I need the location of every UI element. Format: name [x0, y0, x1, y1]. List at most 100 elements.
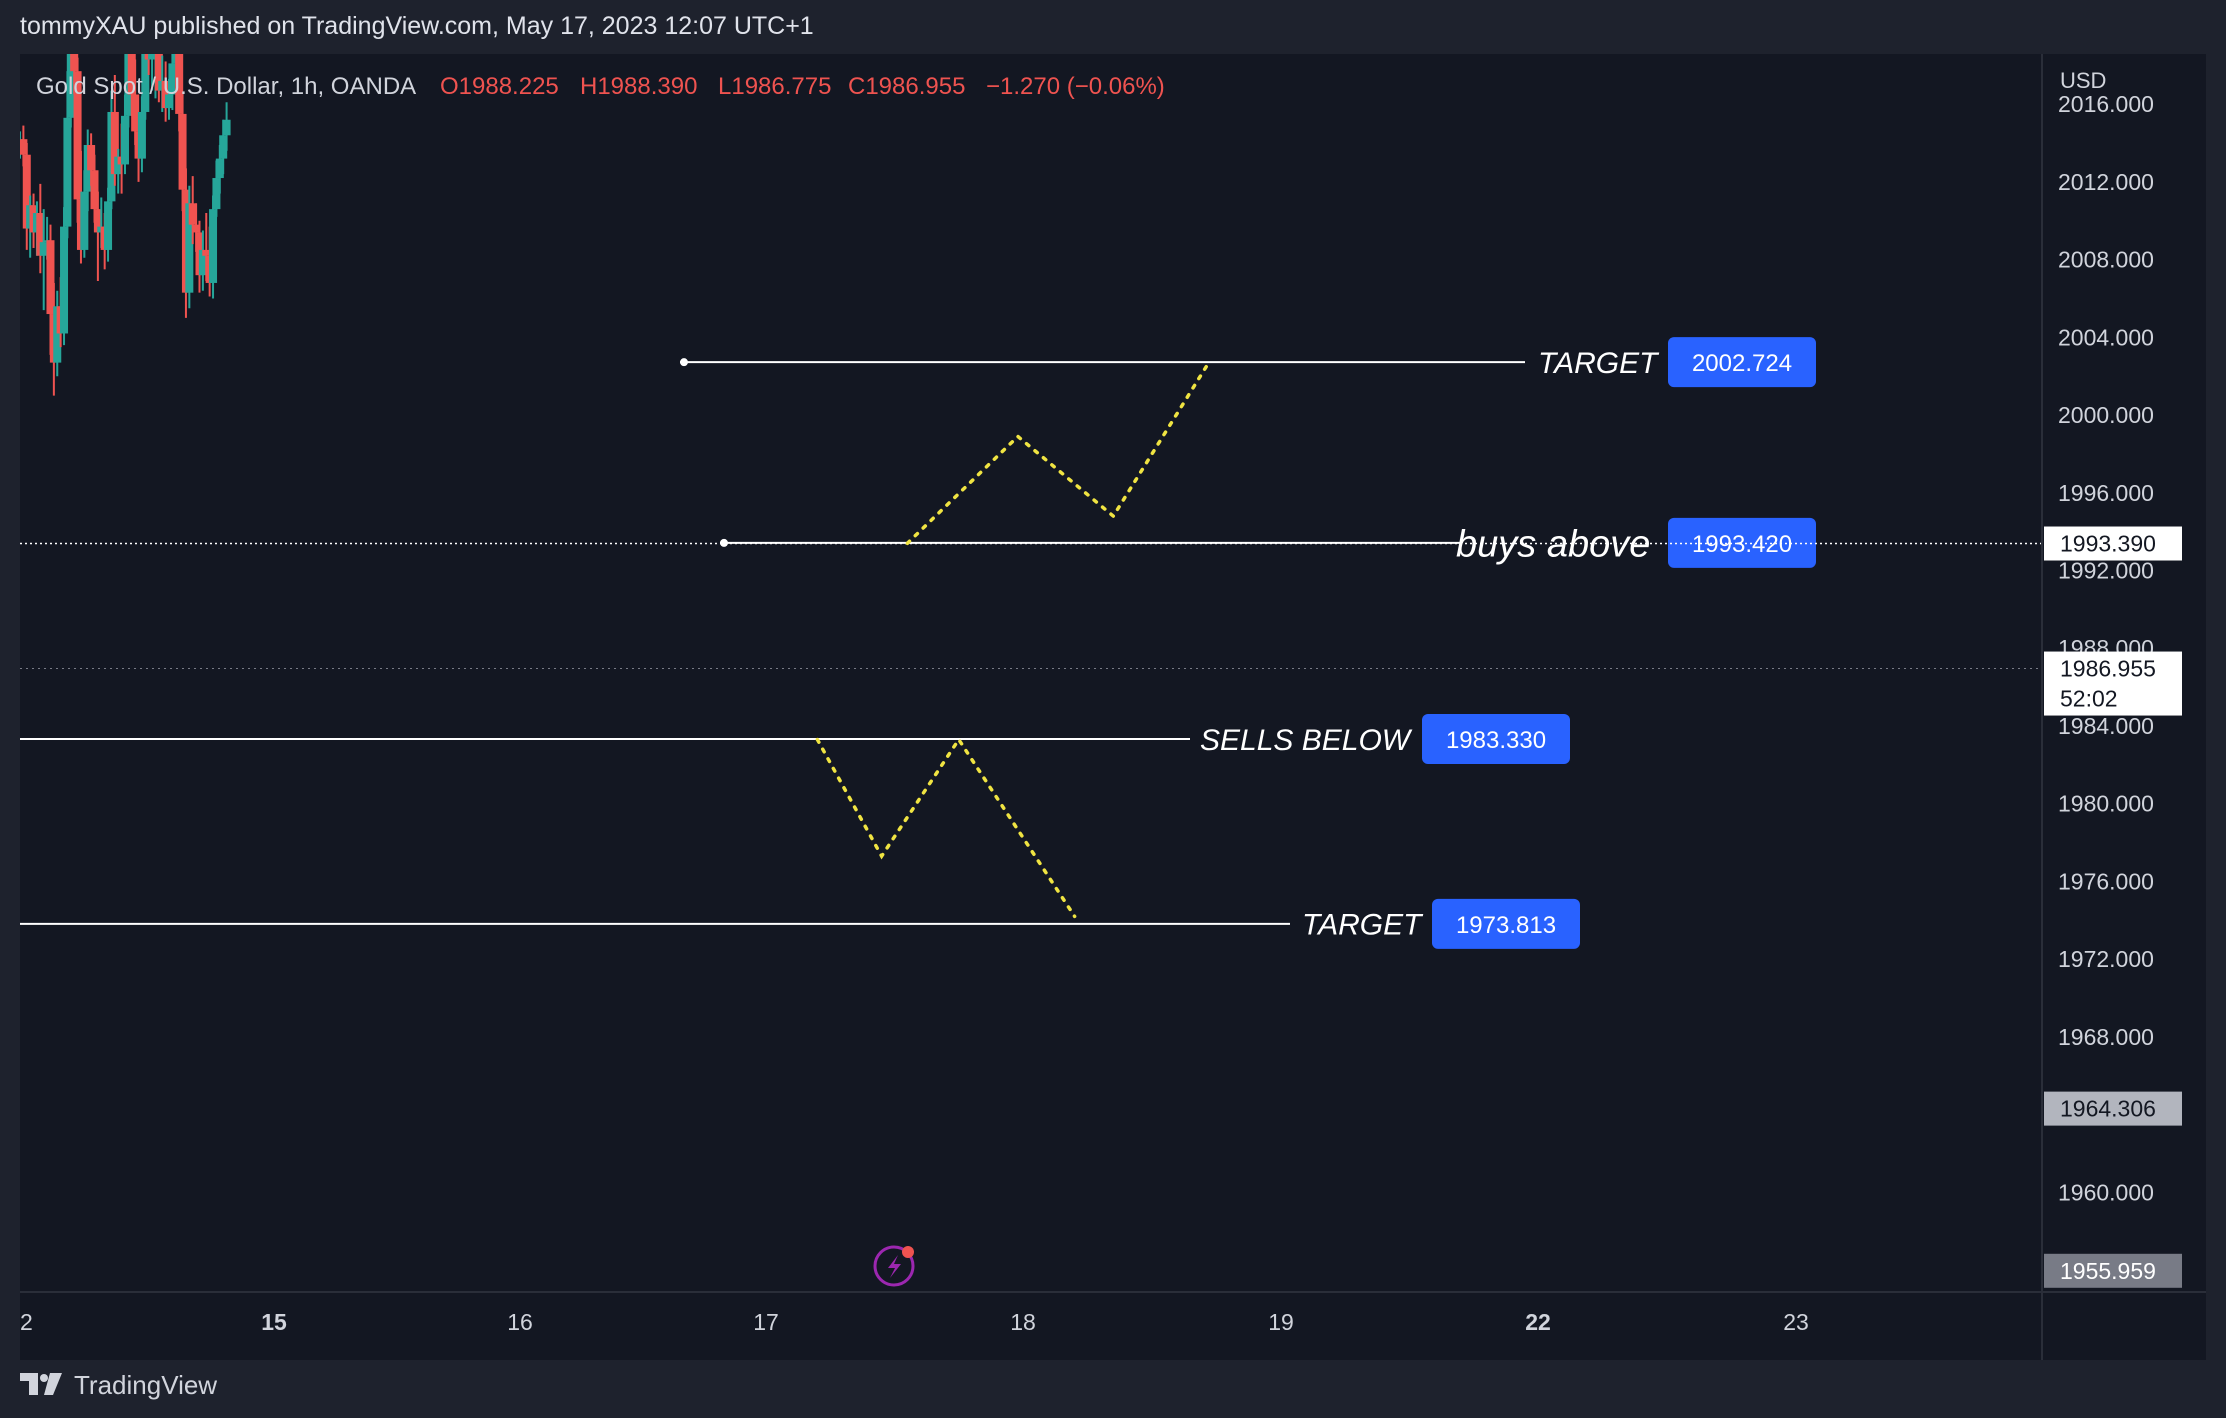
y-tick-label: 1992.000 [2058, 558, 2154, 584]
level-label: SELLS BELOW [1200, 724, 1413, 757]
candle-body [215, 158, 224, 179]
ohlc-change: −1.270 (−0.06%) [986, 73, 1165, 100]
candle-body [19, 139, 28, 155]
y-axis-layer: 2016.000 2012.000 2008.000 2004.000 2000.000… [2058, 91, 2154, 1205]
levels-layer: TARGET 2002.724 buys above 1993.420 SELLS BE… [20, 337, 2042, 949]
candle-body [93, 209, 102, 233]
candle-body [127, 36, 136, 95]
x-tick-label: 15 [261, 1309, 287, 1335]
level-buys-above: buys above 1993.420 [720, 517, 1816, 568]
candle-body [80, 191, 89, 250]
candles-layer [16, 0, 231, 396]
candle-body [53, 306, 62, 363]
low-price-badge-bg [2044, 1253, 2182, 1288]
candle-body [22, 154, 31, 229]
publisher-line: tommyXAU published on TradingView.com, M… [20, 12, 814, 40]
candle-body [120, 115, 129, 165]
candle-body [114, 156, 123, 175]
level-badge [1668, 517, 1816, 568]
candle [22, 143, 31, 250]
price-chart[interactable]: TARGET 2002.724 buys above 1993.420 SELLS BE… [7, 0, 2206, 1360]
candle-body [178, 113, 187, 190]
projection-layer [815, 360, 1211, 919]
candle [73, 57, 82, 223]
candle-body [192, 224, 201, 233]
candle-body [137, 111, 146, 159]
level-anchor-dot [720, 538, 728, 547]
ohlc-close: C1986.955 [848, 73, 965, 100]
candle-body [110, 111, 119, 175]
candle [188, 176, 197, 245]
candle [36, 183, 45, 274]
candle-body [185, 203, 194, 293]
candle-body [219, 135, 228, 159]
candle-body [36, 213, 45, 256]
candle-body [198, 249, 207, 276]
level-label: TARGET [1302, 909, 1424, 942]
y-tick-label: 1960.000 [2058, 1179, 2154, 1205]
candle-body [165, 94, 174, 109]
crosshair-price-badge: 1993.390 [2060, 531, 2156, 557]
ohlc-low: L1986.775 [718, 73, 831, 100]
low-price-badge: 1955.959 [2060, 1258, 2156, 1284]
y-tick-label: 1976.000 [2058, 868, 2154, 894]
candle-body [202, 249, 211, 256]
candle [93, 191, 102, 282]
level-badge-value: 1973.813 [1456, 912, 1556, 939]
candle-body [46, 240, 55, 315]
candle-body [209, 209, 218, 283]
level-label: buys above [1456, 524, 1650, 566]
y-tick-label: 2008.000 [2058, 247, 2154, 273]
flash-icon[interactable] [873, 1245, 915, 1287]
level-badge [1422, 713, 1570, 764]
x-tick-label: 16 [507, 1309, 533, 1335]
level-badge-value: 1983.330 [1446, 727, 1546, 754]
level-anchor-dot [680, 358, 688, 367]
candle-body [154, 43, 163, 91]
x-tick-label: 19 [1268, 1309, 1294, 1335]
current-price-badge: 1986.955 [2060, 656, 2156, 682]
level-badge-value: 2002.724 [1692, 350, 1792, 377]
x-axis-layer: 12 15 16 17 18 19 22 23 [7, 1309, 1809, 1335]
chart-frame[interactable]: TARGET 2002.724 buys above 1993.420 SELLS BE… [7, 0, 2206, 1360]
y-tick-label: 1980.000 [2058, 791, 2154, 817]
candle [209, 195, 218, 299]
candle-body [188, 203, 197, 225]
candle [60, 207, 69, 346]
candle-body [175, 22, 184, 114]
currency-label: USD [2060, 68, 2106, 93]
candle-body [168, 63, 177, 95]
x-tick-label: 22 [1525, 1309, 1551, 1335]
candle [222, 102, 231, 151]
candle-body [104, 201, 113, 250]
candle-body [131, 94, 140, 132]
x-tick-label: 23 [1783, 1309, 1809, 1335]
y-tick-label: 2004.000 [2058, 324, 2154, 350]
mark-price-badge-bg [2044, 1091, 2182, 1126]
projection-bearish [815, 736, 1077, 919]
y-tick-label: 2012.000 [2058, 169, 2154, 195]
current-price-badge-bg [2044, 651, 2182, 716]
x-tick-label: 18 [1010, 1309, 1036, 1335]
level-badge-value: 1993.420 [1692, 531, 1792, 558]
footer: TradingView [20, 1365, 217, 1405]
candle-body [39, 242, 48, 256]
crosshair-price-badge-bg [2044, 526, 2182, 561]
x-tick-label: 17 [753, 1309, 779, 1335]
y-tick-label: 1984.000 [2058, 713, 2154, 739]
candle-body [60, 226, 69, 334]
candle [114, 148, 123, 194]
level-badge [1432, 898, 1580, 949]
candle-body [212, 178, 221, 210]
brand-name: TradingView [74, 1369, 218, 1400]
level-badge [1668, 337, 1816, 388]
level-target: TARGET 1973.813 [20, 898, 1580, 949]
ohlc-open: O1988.225 [440, 73, 559, 100]
y-tick-label: 2000.000 [2058, 402, 2154, 428]
y-tick-label: 2016.000 [2058, 91, 2154, 117]
axis-badges-layer: 1993.390 1986.955 52:02 1964.306 1955.959 [2044, 526, 2182, 1288]
y-tick-label: 1968.000 [2058, 1024, 2154, 1050]
symbol-label: Gold Spot / U.S. Dollar, 1h, OANDA [36, 73, 416, 100]
candle [131, 59, 140, 146]
projection-bullish [905, 360, 1211, 546]
